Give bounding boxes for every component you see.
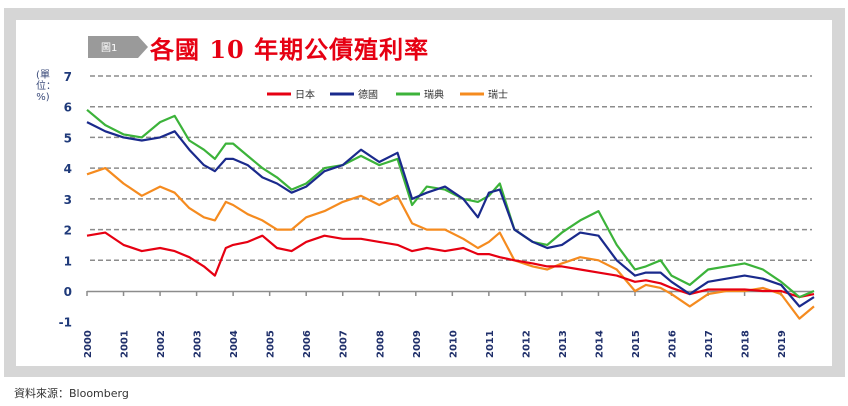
x-tick-label: 2000 — [83, 330, 94, 358]
y-tick-label: 3 — [64, 193, 72, 207]
x-tick-label: 2014 — [594, 330, 605, 358]
x-tick-label: 2015 — [631, 330, 642, 358]
x-tick-label: 2019 — [777, 330, 788, 358]
y-tick-label: 4 — [64, 162, 72, 176]
legend-label-2: 瑞典 — [424, 88, 444, 101]
x-tick-label: 2006 — [302, 330, 313, 358]
y-tick-label: 7 — [64, 70, 72, 84]
y-axis-ticks: 7 6 5 4 3 2 1 0 -1 — [59, 70, 72, 330]
series-line-0 — [86, 231, 815, 299]
x-tick-label: 2007 — [339, 330, 350, 358]
y-tick-label: 6 — [64, 101, 72, 115]
legend-label-3: 瑞士 — [488, 88, 508, 101]
x-tick-label: 2010 — [448, 330, 459, 358]
chart-title: 各國 10 年期公債殖利率 — [150, 35, 430, 64]
x-tick-label: 2013 — [558, 330, 569, 358]
x-tick-label: 2018 — [741, 330, 752, 358]
x-tick-label: 2004 — [229, 330, 240, 358]
y-tick-label: 0 — [64, 285, 72, 299]
x-axis: 2000 2001 2002 2003 2004 2005 2006 2007 2008 2009… — [83, 290, 812, 358]
gridlines — [90, 75, 812, 262]
legend-label-0: 日本 — [295, 88, 315, 101]
series-line-2 — [86, 108, 815, 299]
y-tick-label: 5 — [64, 131, 72, 145]
x-tick-label: 2012 — [521, 330, 532, 358]
series-line-3 — [86, 167, 815, 320]
y-tick-label: 2 — [64, 224, 72, 238]
figure-tag-label: 圖1 — [101, 43, 118, 54]
x-tick-label: 2009 — [412, 330, 423, 358]
x-tick-label: 2008 — [375, 330, 386, 358]
series-line-1 — [86, 121, 815, 308]
y-tick-label: 1 — [64, 254, 72, 268]
x-tick-label: 2011 — [485, 330, 496, 358]
legend-label-1: 德國 — [358, 88, 378, 101]
figure-tag-badge — [88, 36, 148, 58]
x-tick-label: 2017 — [704, 330, 715, 358]
x-tick-label: 2001 — [120, 330, 131, 358]
y-axis-unit-label: (單位：%) — [36, 70, 56, 103]
x-tick-label: 2005 — [266, 330, 277, 358]
y-tick-label: -1 — [59, 316, 72, 330]
x-tick-label: 2016 — [668, 330, 679, 358]
x-tick-label: 2002 — [156, 330, 167, 358]
legend: 日本 德國 瑞典 瑞士 — [267, 88, 508, 101]
x-tick-label: 2003 — [193, 330, 204, 358]
data-source-note: 資料來源：Bloomberg — [14, 387, 129, 400]
figure-tag-shape — [88, 36, 148, 58]
series-lines — [86, 108, 815, 320]
